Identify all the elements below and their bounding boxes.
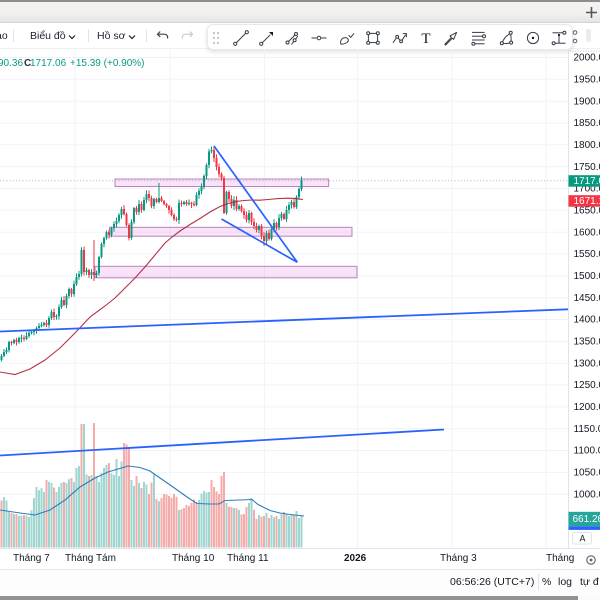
svg-text:A: A: [580, 534, 586, 544]
svg-text:1000.0: 1000.0: [574, 489, 600, 500]
svg-text:1700.0: 1700.0: [574, 184, 600, 195]
svg-text:1800.0: 1800.0: [574, 140, 600, 151]
svg-text:1100.0: 1100.0: [574, 446, 600, 457]
svg-text:T: T: [421, 31, 430, 47]
svg-text:1850.0: 1850.0: [574, 118, 600, 129]
svg-text:1200.0: 1200.0: [574, 402, 600, 413]
svg-text:2000.0: 2000.0: [574, 53, 600, 64]
svg-text:1650.0: 1650.0: [574, 206, 600, 217]
svg-text:1300.0: 1300.0: [574, 358, 600, 369]
svg-text:1150.0: 1150.0: [574, 424, 600, 435]
svg-text:1671.1: 1671.1: [574, 196, 600, 207]
svg-text:1250.0: 1250.0: [574, 380, 600, 391]
svg-text:1500.0: 1500.0: [574, 271, 600, 282]
svg-text:1050.0: 1050.0: [574, 468, 600, 479]
svg-text:1750.0: 1750.0: [574, 162, 600, 173]
svg-text:1717.0: 1717.0: [574, 176, 600, 187]
svg-text:1550.0: 1550.0: [574, 249, 600, 260]
svg-text:1950.0: 1950.0: [574, 75, 600, 86]
svg-text:661.26: 661.26: [573, 514, 600, 525]
svg-text:1600.0: 1600.0: [574, 227, 600, 238]
svg-text:1450.0: 1450.0: [574, 293, 600, 304]
svg-text:1900.0: 1900.0: [574, 96, 600, 107]
svg-text:1400.0: 1400.0: [574, 315, 600, 326]
svg-text:1350.0: 1350.0: [574, 337, 600, 348]
